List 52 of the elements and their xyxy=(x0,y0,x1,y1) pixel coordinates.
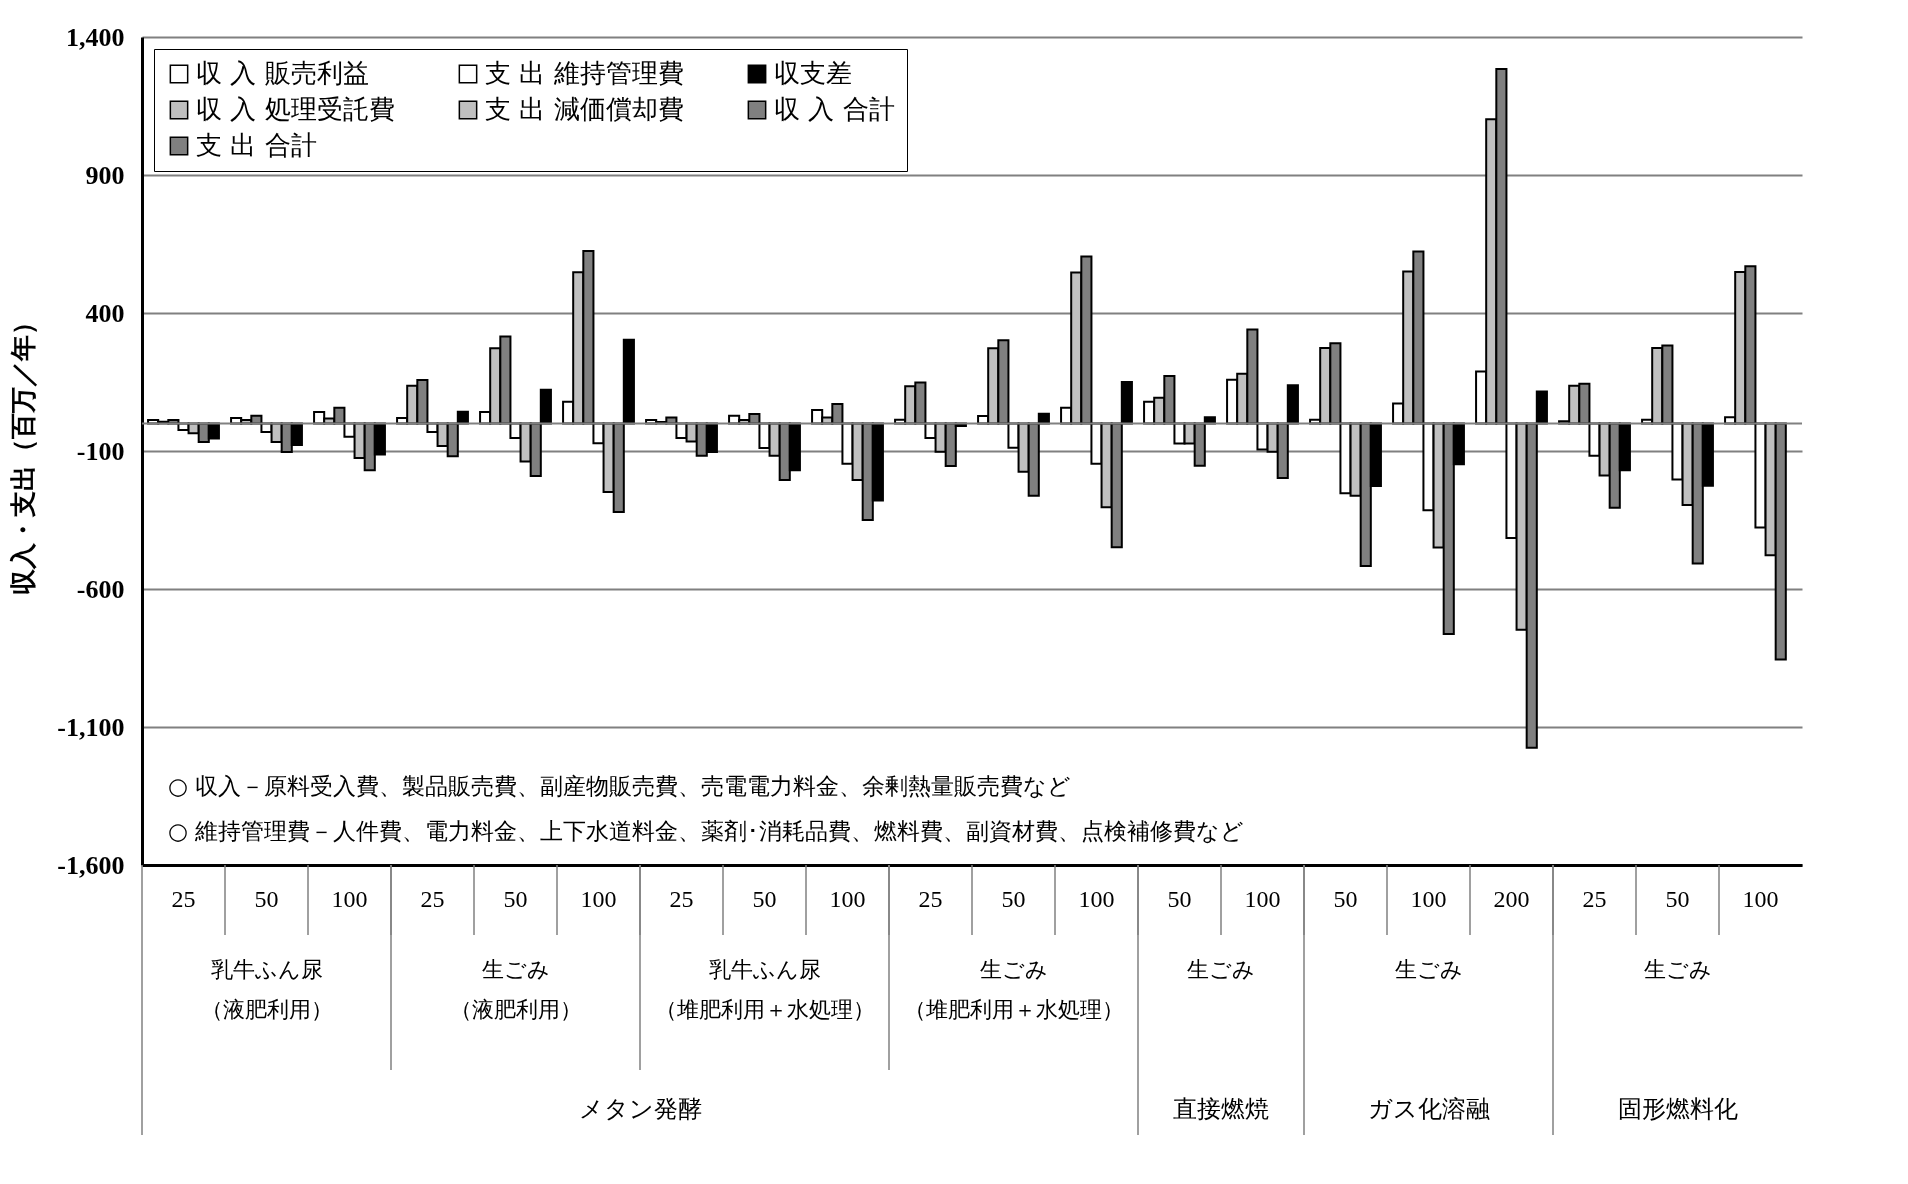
x-tick-label: 100 xyxy=(1410,885,1447,912)
text: 生ごみ xyxy=(1187,957,1255,982)
y-tick-label: 1,400 xyxy=(66,22,125,52)
text: メタン発酵 xyxy=(578,1095,702,1123)
text: ガス化溶融 xyxy=(1367,1095,1490,1123)
x-tick-label: 50 xyxy=(1001,885,1026,912)
text: 生ごみ xyxy=(1643,957,1712,982)
legend-label: 収 入 処理受託費 xyxy=(196,94,395,124)
text: 固形燃料化 xyxy=(1617,1095,1738,1123)
x-tick-label: 200 xyxy=(1493,885,1530,912)
x-tick-label: 25 xyxy=(918,885,943,912)
text: 乳牛ふん尿 xyxy=(708,957,821,982)
y-tick-label: 900 xyxy=(85,160,125,190)
legend-label: 収 入 合計 xyxy=(774,94,895,124)
legend-label: 収支差 xyxy=(774,58,852,88)
y-tick-label: 400 xyxy=(85,298,125,328)
annotation: ○ 収入－原料受入費、製品販売費、副産物販売費、売電電力料金、余剰熱量販売費など xyxy=(168,773,1072,799)
text: （堆肥利用＋水処理） xyxy=(654,997,875,1022)
x-tick-label: 100 xyxy=(580,885,617,912)
text: （液肥利用） xyxy=(449,997,582,1022)
text: 乳牛ふん尿 xyxy=(210,957,323,982)
x-tick-label: 25 xyxy=(420,885,445,912)
x-tick-label: 50 xyxy=(1665,885,1690,912)
text: 生ごみ xyxy=(481,957,550,982)
x-tick-label: 50 xyxy=(1167,885,1192,912)
text: （液肥利用） xyxy=(200,997,333,1022)
x-tick-label: 100 xyxy=(1078,885,1115,912)
y-tick-label: -100 xyxy=(76,436,125,466)
legend-label: 支 出 合計 xyxy=(196,130,317,160)
x-tick-label: 50 xyxy=(254,885,279,912)
text: 生ごみ xyxy=(979,957,1048,982)
x-tick-label: 50 xyxy=(1333,885,1358,912)
x-tick-label: 100 xyxy=(1742,885,1779,912)
x-tick-label: 50 xyxy=(752,885,777,912)
x-tick-label: 25 xyxy=(669,885,694,912)
x-tick-label: 25 xyxy=(1582,885,1607,912)
y-tick-label: -1,600 xyxy=(57,850,125,880)
legend-label: 支 出 維持管理費 xyxy=(485,58,684,88)
text: 直接燃焼 xyxy=(1173,1095,1269,1123)
x-tick-label: 50 xyxy=(503,885,528,912)
x-tick-label: 100 xyxy=(829,885,866,912)
legend-label: 支 出 減価償却費 xyxy=(485,94,684,124)
y-tick-label: -1,100 xyxy=(57,712,125,742)
x-tick-label: 25 xyxy=(171,885,196,912)
y-tick-label: -600 xyxy=(76,574,125,604)
x-tick-label: 100 xyxy=(331,885,368,912)
y-axis-title: 収入・支出（百万／年） xyxy=(8,308,39,595)
annotation: ○ 維持管理費－人件費、電力料金、上下水道料金、薬剤･消耗品費、燃料費、副資材費、点検補修費など xyxy=(168,818,1245,844)
x-tick-label: 100 xyxy=(1244,885,1281,912)
text: 生ごみ xyxy=(1394,957,1463,982)
legend-label: 収 入 販売利益 xyxy=(196,58,369,88)
text: （堆肥利用＋水処理） xyxy=(903,997,1124,1022)
